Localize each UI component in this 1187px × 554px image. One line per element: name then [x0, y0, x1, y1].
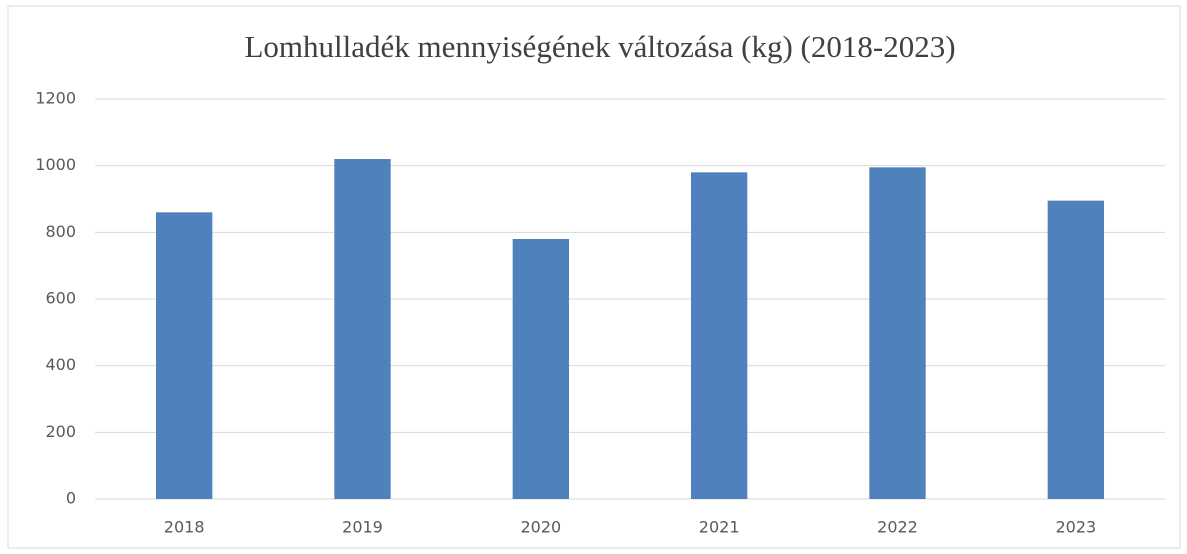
- x-tick-label: 2021: [699, 518, 740, 537]
- x-tick-label: 2020: [520, 518, 561, 537]
- x-tick-label: 2018: [164, 518, 205, 537]
- y-tick-label: 1000: [35, 155, 76, 174]
- bar: [334, 159, 391, 499]
- bar: [869, 167, 926, 500]
- bar: [1047, 200, 1105, 499]
- y-tick-label: 800: [45, 222, 76, 241]
- bar: [690, 172, 748, 500]
- y-tick-label: 0: [66, 489, 76, 508]
- y-tick-label: 600: [45, 289, 76, 308]
- bar: [155, 212, 213, 500]
- y-tick-label: 200: [45, 422, 76, 441]
- y-tick-label: 400: [45, 355, 76, 374]
- chart-title: Lomhulladék mennyiségének változása (kg)…: [244, 29, 955, 64]
- x-tick-label: 2019: [342, 518, 383, 537]
- bar: [512, 239, 570, 499]
- chart-border: [7, 5, 1181, 549]
- y-tick-label: 1200: [35, 89, 76, 108]
- x-tick-label: 2022: [877, 518, 918, 537]
- x-tick-label: 2023: [1055, 518, 1096, 537]
